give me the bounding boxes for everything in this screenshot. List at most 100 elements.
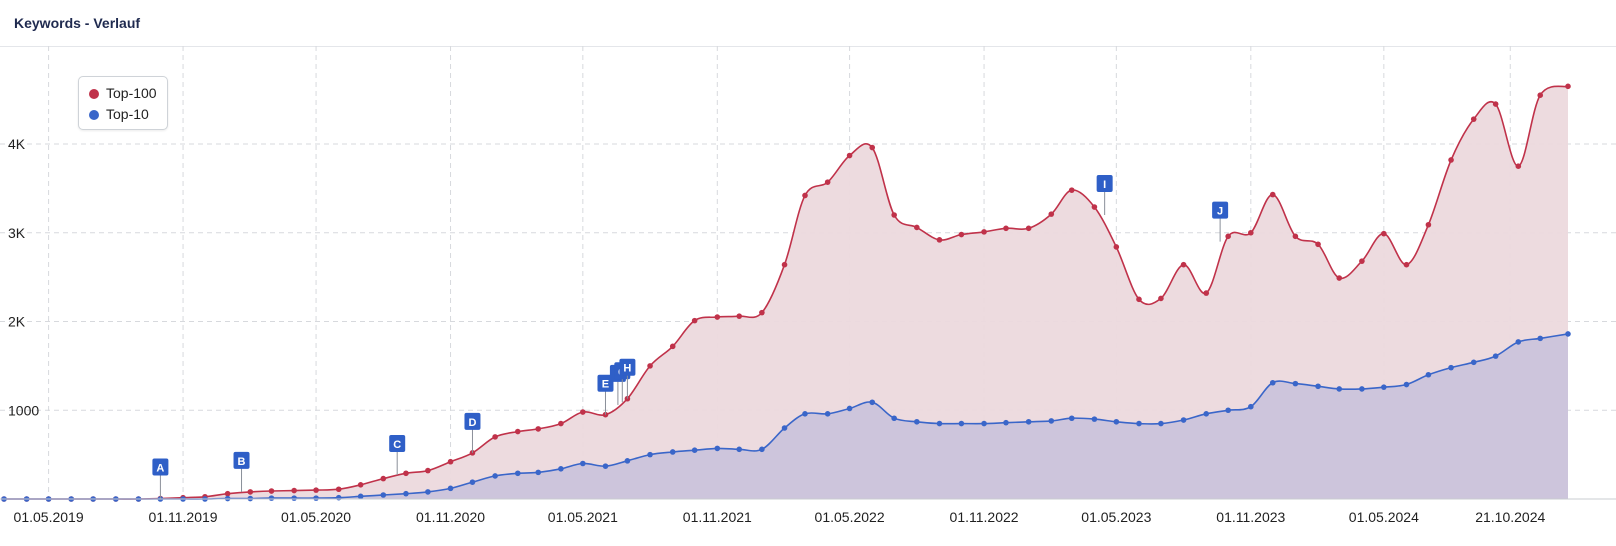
annotation-flag [597,374,614,392]
data-point-top10 [535,469,542,476]
data-point-top100 [403,470,409,477]
data-point-top100 [224,490,231,497]
data-point-top10 [781,425,788,431]
annotation-flag [389,435,406,453]
data-point-top10 [1470,359,1477,366]
data-point-top100 [691,317,698,324]
x-tick-label: 01.11.2019 [149,509,218,525]
data-point-top10 [824,411,831,417]
x-tick-label: 21.10.2024 [1475,509,1545,525]
data-point-top100 [335,486,342,493]
annotation-flag [1096,175,1113,192]
data-point-top10 [1003,419,1009,426]
data-point-top10 [492,473,498,479]
data-point-top100 [1515,163,1522,169]
data-point-top10 [981,420,987,427]
data-point-top10 [268,495,275,501]
annotation-label: I [1103,179,1106,191]
data-point-top100 [1158,295,1164,302]
annotation-flag [1212,201,1229,219]
data-point-top100 [247,489,254,495]
legend-item-top100[interactable]: Top-100 [89,84,157,102]
data-point-top100 [802,192,808,199]
data-point-top10 [580,460,586,467]
data-point-top10 [958,420,965,427]
data-point-top100 [1136,296,1142,303]
data-point-top100 [781,261,788,268]
data-point-top10 [714,445,721,452]
legend-item-top10[interactable]: Top-10 [89,105,149,123]
x-tick-label: 01.05.2023 [1081,509,1151,525]
data-point-top100 [1180,261,1187,268]
y-tick-label: 2K [8,314,26,330]
data-point-top100 [1403,261,1410,268]
legend-dot-top100 [89,89,99,99]
annotation-label: C [393,439,401,451]
data-point-top10 [1048,418,1055,424]
data-point-top10 [447,485,454,492]
data-point-top100 [380,475,387,482]
page-title: Keywords - Verlauf [14,15,141,31]
data-point-top100 [469,450,476,456]
data-point-top10 [469,479,476,485]
data-point-top10 [1068,415,1075,422]
data-point-top100 [1203,290,1210,296]
data-point-top100 [447,458,454,465]
annotation-label: E [602,379,609,391]
data-point-top10 [914,418,920,425]
x-tick-label: 01.05.2019 [14,509,84,525]
data-point-top100 [1269,191,1276,198]
chart-header: Keywords - Verlauf [0,0,1616,47]
data-point-top100 [1113,244,1120,250]
data-point-top10 [514,470,521,477]
data-point-top100 [1225,233,1231,240]
data-point-top10 [1448,364,1454,371]
data-point-top10 [759,446,765,453]
data-point-top100 [669,343,676,350]
data-point-top10 [425,489,431,495]
legend-label-top100: Top-100 [106,85,157,101]
data-point-top100 [846,152,853,159]
data-point-top10 [647,451,653,458]
data-point-top10 [891,415,897,422]
data-point-top100 [558,420,564,427]
annotation-label: H [623,363,631,375]
annotation-flag [619,358,636,376]
y-tick-label: 3K [8,225,26,241]
data-point-top10 [1515,339,1522,345]
data-point-top100 [514,428,521,435]
data-point-top10 [1292,380,1299,387]
data-point-top100 [1048,211,1055,217]
x-tick-label: 01.05.2022 [815,509,885,525]
x-tick-label: 01.11.2020 [416,509,485,525]
series-line-top100 [4,85,1569,500]
series-area-top100 [4,86,1568,500]
data-point-top10 [1315,383,1321,390]
x-tick-label: 01.11.2022 [950,509,1019,525]
legend-dot-top10 [89,110,99,120]
data-point-top100 [1068,187,1075,193]
data-point-top100 [1091,204,1098,210]
data-point-top100 [1448,157,1454,163]
data-point-top10 [936,420,943,427]
data-point-top10 [380,492,387,498]
data-point-top100 [1492,101,1499,107]
data-point-top10 [1403,381,1410,388]
y-tick-label: 4K [8,136,26,152]
data-point-top100 [647,363,653,369]
data-point-top100 [981,229,987,235]
data-point-top10 [736,446,743,453]
x-tick-label: 01.05.2024 [1349,509,1419,525]
data-point-top100 [824,179,831,185]
data-point-top10 [869,399,876,406]
data-point-top10 [1113,418,1120,425]
data-point-top100 [1248,229,1254,236]
data-point-top10 [691,447,698,453]
data-point-top100 [1359,258,1365,264]
data-point-top100 [535,426,542,432]
data-point-top100 [492,434,498,440]
data-point-top10 [1158,420,1164,427]
data-point-top10 [1091,416,1098,422]
data-point-top100 [714,314,721,320]
x-tick-label: 01.05.2021 [548,509,618,525]
